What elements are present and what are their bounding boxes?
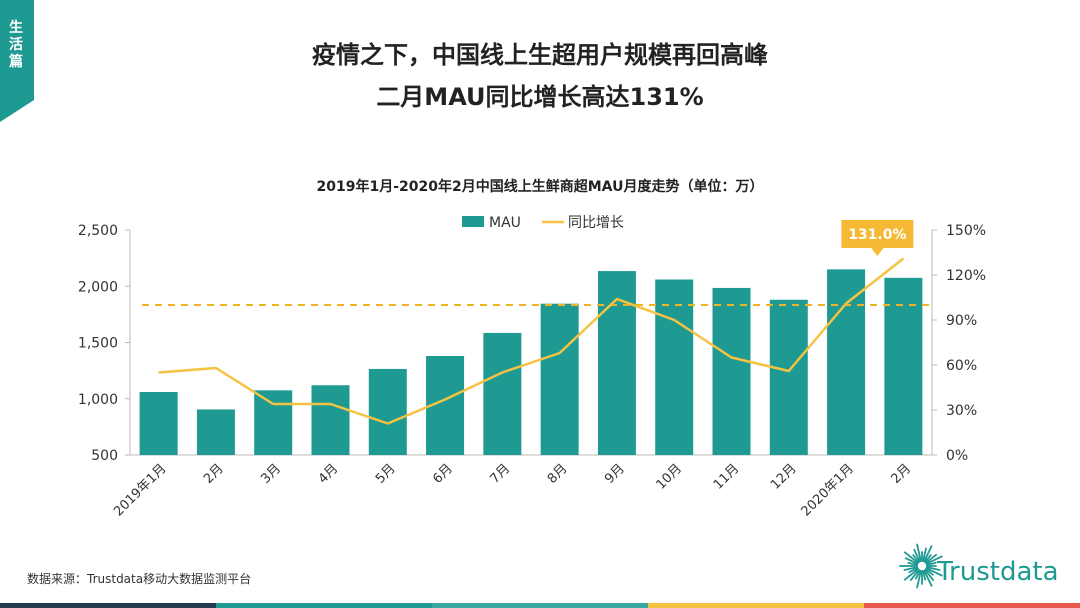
x-tick-label: 12月 (768, 461, 799, 492)
x-tick-label: 2月 (201, 461, 227, 487)
trustdata-logo-text: Trustdata (937, 557, 1059, 587)
section-tab-label: 生活篇 (9, 20, 23, 70)
bottom-bar-segment (864, 603, 1080, 608)
x-tick-label: 2月 (889, 461, 915, 487)
callout-box (841, 220, 914, 248)
y-right-tick-label: 150% (946, 223, 986, 239)
mau-bar (368, 368, 407, 455)
y-right-tick-label: 0% (946, 448, 968, 464)
bottom-bar-segment (216, 603, 432, 608)
bottom-bar-segment (432, 603, 648, 608)
mau-bar (655, 279, 694, 455)
x-tick-label: 5月 (373, 461, 399, 487)
mau-bar (196, 409, 235, 455)
y-right-tick-label: 60% (946, 358, 977, 374)
callout-pointer (871, 248, 884, 256)
bottom-color-bar (0, 603, 1080, 608)
y-left-tick-label: 2,500 (78, 223, 118, 239)
mau-bar (884, 277, 923, 455)
data-source-note: 数据来源：Trustdata移动大数据监测平台 (27, 572, 252, 586)
y-right-tick-label: 30% (946, 403, 977, 419)
y-right-tick-label: 120% (946, 268, 986, 284)
chart-title: 2019年1月-2020年2月中国线上生鲜商超MAU月度走势（单位：万） (316, 179, 764, 195)
section-tab: 生活篇 (0, 0, 34, 122)
title-line-1: 疫情之下，中国线上生超用户规模再回高峰 (312, 41, 768, 69)
bottom-bar-segment (0, 603, 216, 608)
yoy-growth-line (158, 257, 905, 425)
mau-bar (254, 390, 293, 455)
legend-mau-label: MAU (489, 215, 521, 231)
callout-label: 131.0% (848, 227, 906, 243)
mau-bar (712, 287, 751, 455)
mau-bar (597, 271, 636, 455)
x-tick-label: 9月 (602, 461, 628, 487)
mau-bar (540, 303, 579, 455)
mau-bar (769, 299, 808, 455)
x-tick-label: 2019年1月 (111, 461, 169, 519)
mau-bar (827, 269, 866, 455)
page-title: 疫情之下，中国线上生超用户规模再回高峰 二月MAU同比增长高达131% (0, 34, 1080, 118)
y-left-tick-label: 1,000 (78, 392, 118, 408)
x-tick-label: 6月 (430, 461, 456, 487)
mau-bar (311, 385, 350, 455)
bottom-bar-segment (648, 603, 864, 608)
x-tick-label: 7月 (488, 461, 514, 487)
x-tick-label: 2020年1月 (799, 461, 857, 519)
mau-bar (139, 392, 178, 455)
x-tick-label: 11月 (711, 461, 742, 492)
y-right-tick-label: 90% (946, 313, 977, 329)
y-left-tick-label: 1,500 (78, 336, 118, 352)
x-tick-label: 3月 (258, 461, 284, 487)
trustdata-logo-icon (899, 543, 943, 589)
y-left-tick-label: 500 (91, 448, 118, 464)
x-tick-label: 10月 (654, 461, 685, 492)
legend-growth-label: 同比增长 (568, 215, 624, 231)
x-tick-label: 4月 (316, 461, 342, 487)
legend-mau-swatch (462, 216, 484, 227)
x-tick-label: 8月 (545, 461, 571, 487)
y-left-tick-label: 2,000 (78, 279, 118, 295)
title-line-2: 二月MAU同比增长高达131% (376, 83, 704, 111)
mau-bar (483, 332, 522, 455)
